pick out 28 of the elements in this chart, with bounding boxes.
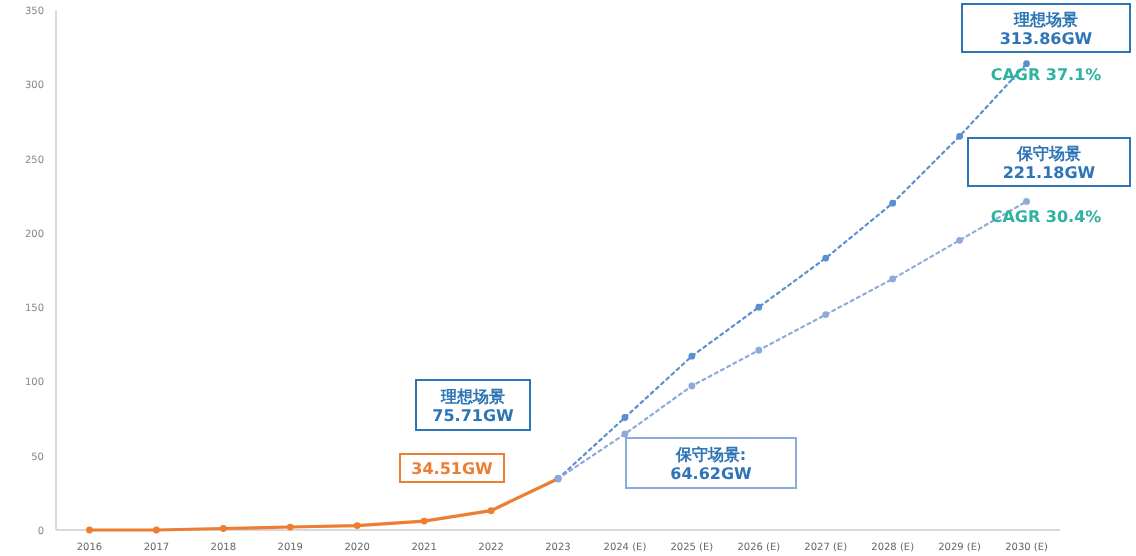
- point: [688, 352, 696, 360]
- annotation: 保守场景 221.18GW: [1002, 142, 1096, 182]
- annotation: 保守场景: 64.62GW: [670, 443, 753, 483]
- point: [353, 522, 361, 529]
- point: [1023, 60, 1030, 68]
- point: [956, 236, 963, 244]
- point: [487, 507, 495, 515]
- point: [621, 414, 629, 421]
- point: [153, 526, 160, 534]
- point: [688, 382, 696, 390]
- point: [889, 199, 897, 207]
- point: [889, 275, 897, 283]
- point: [822, 311, 830, 318]
- annotation: 34.51GW: [411, 460, 494, 478]
- point: [822, 254, 830, 262]
- annotation: CAGR 30.4%: [990, 208, 1102, 226]
- annotation: CAGR 37.1%: [990, 66, 1102, 84]
- point: [86, 526, 93, 534]
- point: [621, 430, 629, 438]
- point: [755, 346, 763, 354]
- annotation: 理想场景 75.71GW: [432, 387, 515, 425]
- point: [286, 523, 294, 531]
- point: [755, 303, 763, 311]
- point: [956, 132, 963, 140]
- point: [219, 525, 227, 532]
- point: [420, 517, 428, 525]
- point: [1023, 197, 1030, 205]
- annotation: 理想场景 313.86GW: [999, 10, 1093, 48]
